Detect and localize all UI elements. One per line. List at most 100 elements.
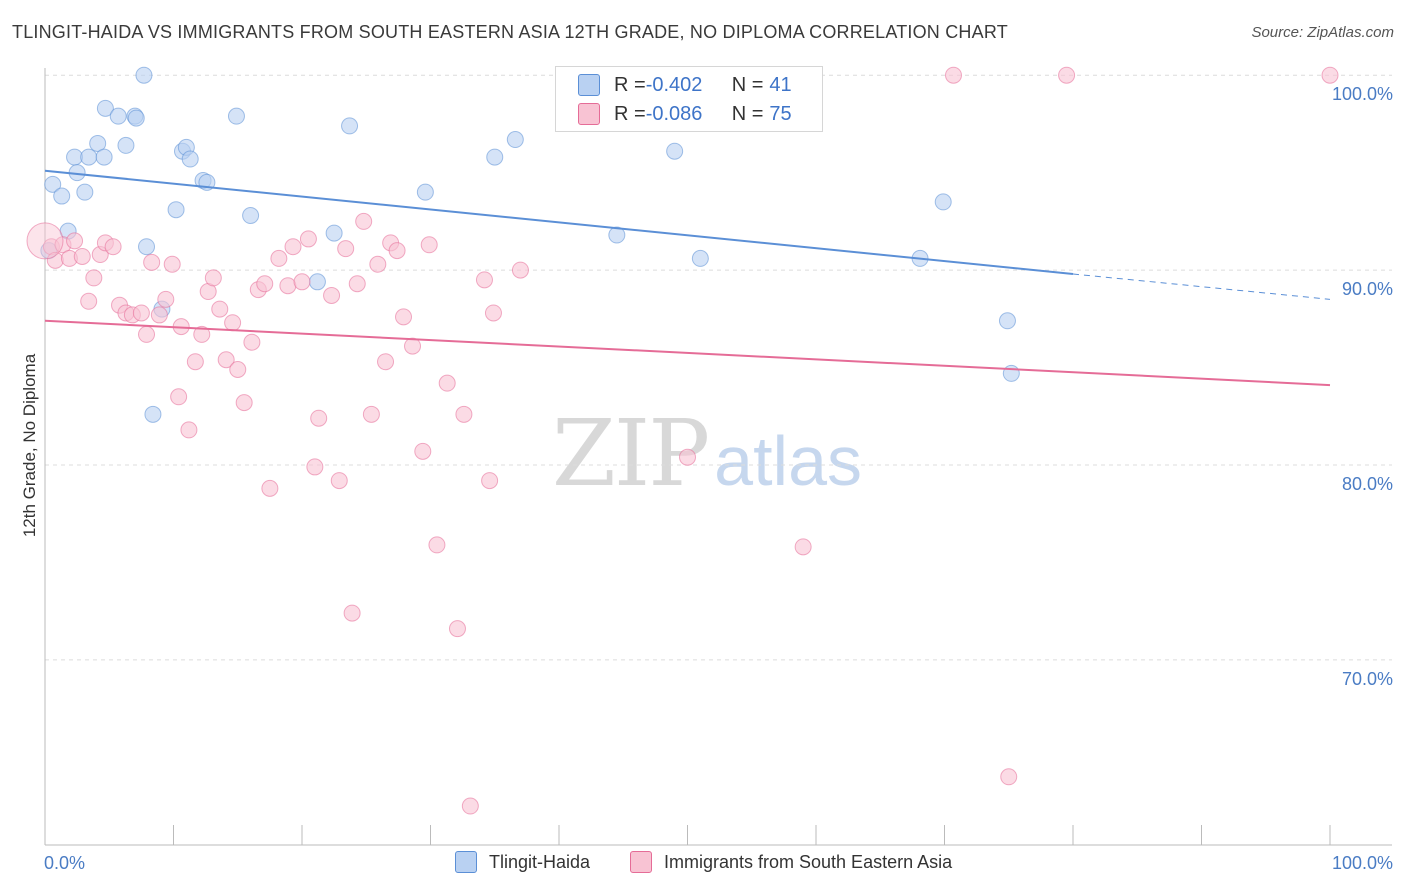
immigrants-point [284,238,302,256]
series-swatch-tlingit [455,851,477,873]
immigrants-point [348,275,366,293]
legend-r-value: -0.086 [645,102,703,125]
immigrants-point [475,271,493,289]
immigrants-point [66,232,84,250]
immigrants-point [299,230,317,248]
tlingit-point [167,201,185,219]
tlingit-point [127,109,145,127]
immigrants-point [428,536,446,554]
immigrants-point [143,253,161,271]
legend-r-value: -0.402 [645,73,703,96]
legend-r-label: R = [614,73,646,96]
legend-n-value: 75 [769,102,792,125]
y-tick-label: 80.0% [1342,474,1393,494]
tlingit-trend-line [44,169,1074,276]
legend-swatch-immigrants [578,103,600,125]
tlingit-point [416,183,434,201]
tlingit-point [53,187,71,205]
immigrants-point [448,620,466,638]
axes [44,68,1392,846]
immigrants-point [343,604,361,622]
y-tick-label: 70.0% [1342,669,1393,689]
immigrants-point [193,325,211,343]
immigrants-point [355,212,373,230]
immigrants-point [256,275,274,293]
chart-title: TLINGIT-HAIDA VS IMMIGRANTS FROM SOUTH E… [12,22,1008,42]
watermark-atlas: atlas [714,422,863,500]
tlingit-point [608,226,626,244]
stats-legend: R = -0.402 N = 41 R = -0.086 N = 75 [555,66,823,132]
immigrants-point [235,394,253,412]
immigrants-point [362,405,380,423]
immigrants-point [337,240,355,258]
series-legend-immigrants: Immigrants from South Eastern Asia [630,851,952,873]
watermark: ZIPatlas [552,400,862,507]
tlingit-point [44,175,62,193]
immigrants-point [104,238,122,256]
y-axis-title: 12th Grade, No Diploma [20,353,39,537]
tlingit-point [506,131,524,149]
tlingit-point [76,183,94,201]
axis-labels: 70.0% 80.0% 90.0% 100.0% 0.0% 100.0% 12th Grad… [20,84,1393,873]
y-tick-label: 100.0% [1332,84,1393,104]
immigrants-point [73,247,91,265]
immigrants-point [157,290,175,308]
legend-swatch-tlingit [578,74,600,96]
tlingit-point [486,148,504,166]
immigrants-point [261,479,279,497]
tlingit-point [80,148,98,166]
immigrants-point [306,458,324,476]
tlingit-point [934,193,952,211]
immigrants-point [85,269,103,287]
tlingit-point [109,107,127,125]
tlingit-point [227,107,245,125]
immigrants-point [211,300,229,318]
immigrants-point [217,351,235,369]
series-legend-label: Tlingit-Haida [489,851,591,872]
tlingit-point [341,117,359,135]
legend-r-label: R = [614,102,646,125]
legend-row-tlingit: R = -0.402 N = 41 [578,70,792,100]
immigrants-point [679,448,696,466]
immigrants-point [404,337,422,355]
immigrants-point [484,304,502,322]
immigrants-point [1000,768,1018,786]
tlingit-point [95,148,113,166]
immigrants-point [26,222,64,260]
tlingit-point [666,142,684,160]
source-credit: Source: ZipAtlas.com [1251,24,1394,41]
tlingit-point [144,405,162,423]
legend-n-label: N = [731,102,764,125]
immigrants-point [377,353,395,371]
tlingit-point [242,207,260,225]
x-tick-label: 0.0% [44,853,85,873]
tlingit-point [117,136,135,154]
immigrants-point [323,286,341,304]
immigrants-point [163,255,181,273]
immigrants-point [279,277,297,295]
immigrants-point [461,797,479,815]
series-legend-label: Immigrants from South Eastern Asia [664,851,953,872]
immigrants-point [204,269,222,287]
x-tick-label: 100.0% [1332,853,1393,873]
tlingit-point [325,224,343,242]
immigrants-point [243,333,261,351]
immigrants-point [455,405,473,423]
immigrants-point [132,304,150,322]
trend-lines [44,169,1331,387]
immigrants-point [1321,66,1339,84]
immigrants-point [420,236,438,254]
immigrants-point [138,325,156,343]
immigrants-point [369,255,387,273]
tlingit-point [998,312,1016,330]
immigrants-point [414,442,432,460]
tlingit-point [66,148,84,166]
tlingit-point [89,134,107,152]
tlingit-point [138,238,156,256]
series-legend-tlingit: Tlingit-Haida [455,851,590,873]
immigrants-point [170,388,188,406]
grid-lines [45,74,1392,661]
immigrants-point [150,306,168,324]
tlingit-point [691,249,709,267]
